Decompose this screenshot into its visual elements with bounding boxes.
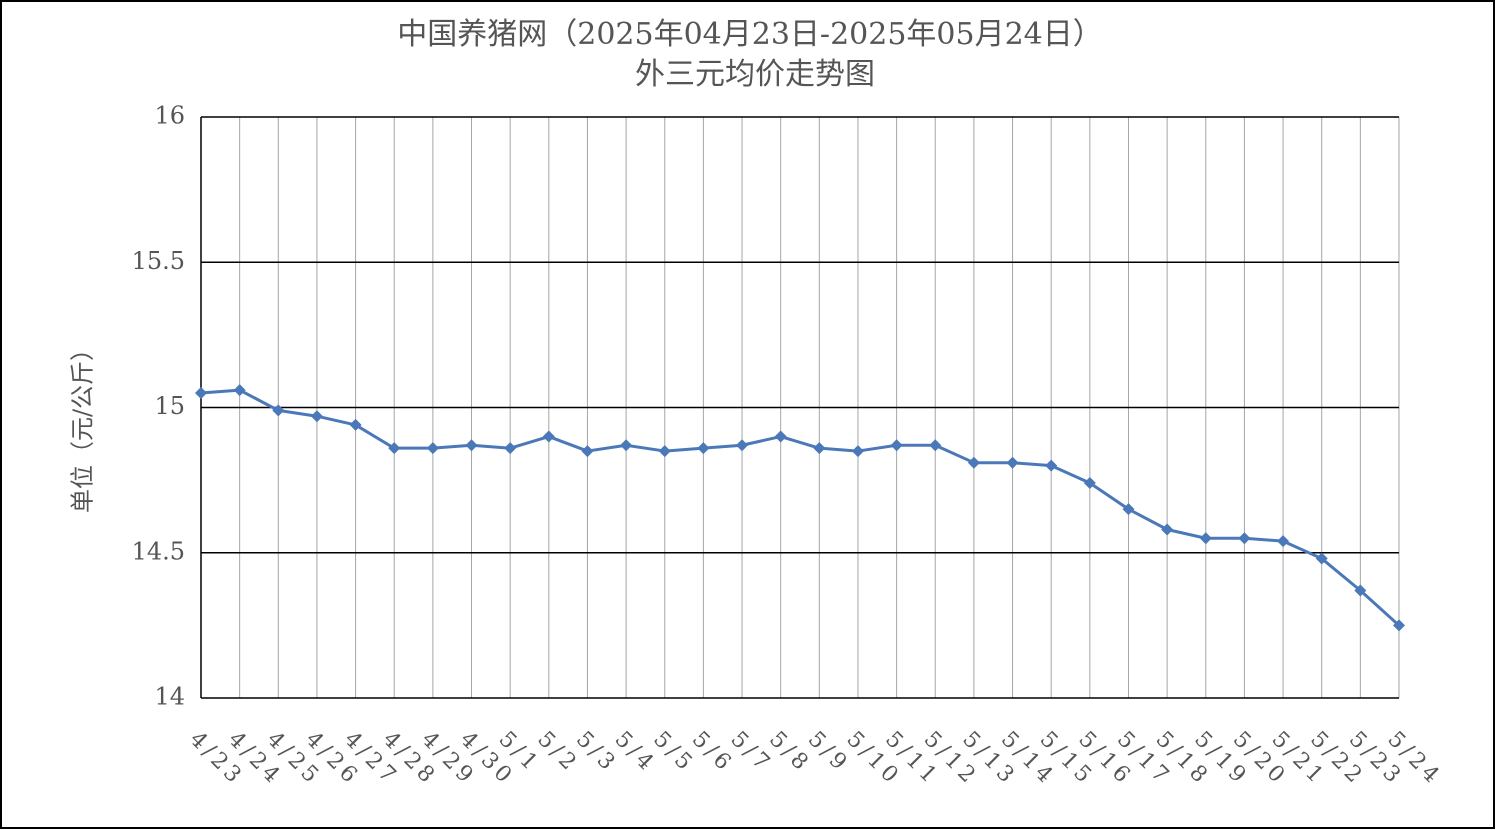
marker [620,439,633,452]
marker [1045,459,1058,472]
marker [1393,619,1405,632]
marker [349,418,362,431]
y-tick-label: 16 [154,102,185,130]
y-tick-label: 15.5 [132,247,185,275]
marker [1354,584,1367,597]
chart-title: 中国养猪网（2025年04月23日-2025年05月24日） [397,17,1103,52]
marker [1238,532,1251,545]
y-axis-label: 单位（元/公斤） [69,337,97,513]
marker [542,430,555,443]
y-tick-label: 15 [154,392,185,420]
marker [504,442,517,455]
marker [1083,477,1096,490]
marker [233,384,246,397]
marker [929,439,942,452]
y-tick-label: 14 [154,683,185,711]
marker [465,439,478,452]
marker [1122,503,1135,516]
line [200,388,1401,627]
chart-subtitle: 外三元均价走势图 [635,57,875,92]
marker [426,442,439,455]
marker [967,456,980,469]
marker [697,442,710,455]
marker [1006,456,1019,469]
y-tick-label: 14.5 [132,537,185,565]
marker [1199,532,1212,545]
marker [813,442,826,455]
marker [310,410,323,423]
marker [890,439,903,452]
marker [851,445,864,458]
marker [1161,523,1174,536]
marker [581,445,594,458]
marker [658,445,671,458]
marker [774,430,787,443]
marker [1315,552,1328,565]
marker [736,439,749,452]
marker [195,386,207,399]
marker [388,442,401,455]
marker [1277,535,1290,548]
marker [272,404,285,417]
